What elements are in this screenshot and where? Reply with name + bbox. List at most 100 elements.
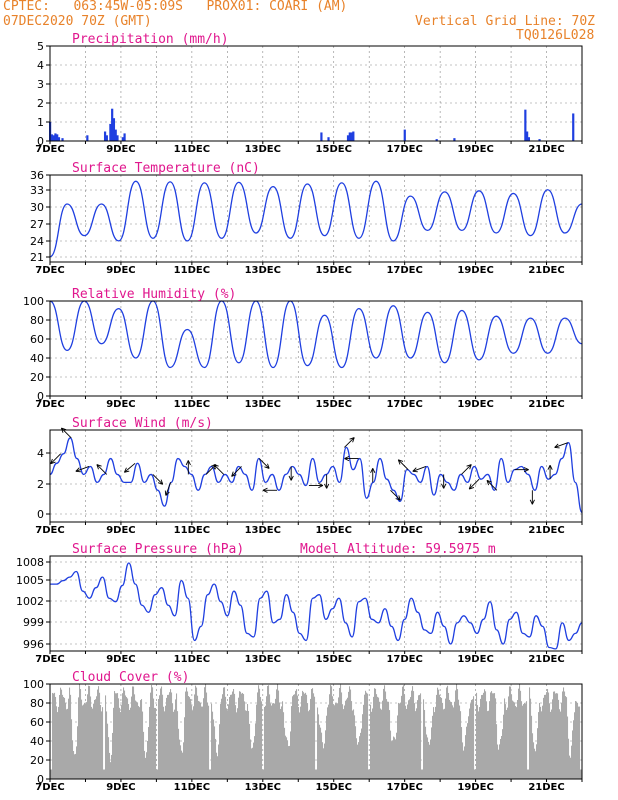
cloud-bar (107, 723, 109, 779)
cloud-bar (57, 712, 59, 779)
cloud-bar (296, 689, 298, 779)
wind-arrow-head (318, 482, 324, 486)
cloud-bar (385, 691, 387, 779)
y-tick-label: 0 (37, 390, 44, 403)
cloud-bar (94, 699, 96, 779)
cloud-bar (56, 706, 58, 779)
cloud-bar (131, 696, 133, 779)
cloud-bar (462, 742, 464, 779)
cloud-bar (316, 769, 318, 779)
cloud-bar (390, 730, 392, 779)
cloud-bar (463, 750, 465, 779)
cloud-bar (163, 706, 165, 779)
cloud-bar (497, 744, 499, 779)
wind-arrow-head (187, 460, 191, 466)
x-tick-label: 21DEC (528, 144, 564, 155)
cloud-bar (176, 693, 178, 779)
y-tick-label: 30 (30, 201, 44, 214)
wind-arrow-head (75, 470, 81, 473)
series-line (50, 562, 583, 650)
x-tick-label: 11DEC (174, 399, 210, 410)
cloud-bar (419, 694, 421, 779)
cloud-bar (464, 746, 466, 779)
wind-arrow (390, 489, 401, 501)
cloud-bar (334, 705, 336, 779)
cloud-bar (80, 689, 82, 779)
wind-arrow-head (547, 464, 551, 470)
y-tick-label: 4 (37, 447, 44, 460)
cloud-bar (318, 714, 320, 779)
x-tick-label: 21DEC (528, 525, 564, 536)
cloud-bar (355, 726, 357, 779)
cloud-bar (187, 691, 189, 779)
cloud-bar (209, 769, 211, 779)
cloud-bar (242, 692, 244, 779)
cloud-bar (128, 704, 130, 779)
cloud-bar (199, 701, 201, 779)
cloud-bar (218, 744, 220, 779)
cloud-bar (564, 691, 566, 779)
cloud-bar (82, 705, 84, 779)
wind-arrow (96, 464, 108, 475)
cloud-bar (502, 729, 504, 779)
cloud-bar (250, 739, 252, 779)
cloud-bar (444, 708, 446, 779)
cloud-bar (74, 754, 76, 779)
cloud-bar (264, 707, 266, 779)
cloud-bar (111, 754, 113, 779)
cloud-bar (375, 688, 377, 779)
wind-arrow-head (523, 467, 529, 471)
wind-arrow-head (288, 475, 292, 481)
cloud-bar (262, 769, 264, 779)
x-tick-label: 11DEC (174, 144, 210, 155)
x-tick-label: 15DEC (316, 782, 352, 793)
cloud-bar (343, 709, 345, 779)
cloud-bar (181, 750, 183, 779)
precip-bar (57, 137, 61, 141)
cloud-bar (294, 694, 296, 779)
y-tick-label: 2 (37, 478, 44, 491)
wind-arrow-head (61, 427, 67, 431)
cloud-bar (58, 706, 60, 779)
cloud-bar (193, 706, 195, 779)
x-tick-label: 7DEC (35, 399, 64, 410)
cloud-bar (145, 757, 147, 779)
cloud-bar (305, 692, 307, 779)
cloud-bar (510, 686, 512, 779)
cloud-bar (233, 688, 235, 779)
panel-title: Relative Humidity (%) (72, 287, 236, 302)
wind-arrow-head (160, 479, 164, 485)
cloud-bar (519, 684, 521, 779)
cloud-bar (178, 728, 180, 779)
cloud-bar (531, 715, 533, 779)
cloud-bar (213, 719, 215, 779)
cloud-bar (291, 706, 293, 779)
cloud-bar (526, 701, 528, 779)
cloud-bar (513, 701, 515, 779)
wind-arrow (258, 458, 270, 469)
cloud-bar (450, 701, 452, 779)
cloud-bar (253, 742, 255, 779)
precip-bar (121, 137, 124, 141)
cloud-bar (140, 700, 142, 779)
cloud-bar (102, 707, 104, 779)
cloud-bar (440, 696, 442, 779)
cloud-bar (364, 694, 366, 779)
cloud-bar (105, 695, 107, 779)
wind-arrow-head (412, 467, 417, 472)
y-tick-label: 999 (23, 616, 44, 629)
cloud-bar (112, 732, 114, 779)
cloud-bar (514, 702, 516, 779)
cloud-bar (424, 709, 426, 779)
wind-arrow-head (412, 470, 418, 473)
cloud-bar (130, 707, 132, 779)
cloud-bar (275, 698, 277, 779)
cloud-bar (406, 708, 408, 779)
x-tick-label: 13DEC (245, 265, 281, 276)
cloud-bar (172, 703, 174, 779)
cloud-bar (64, 697, 66, 779)
cloud-bar (214, 726, 216, 779)
x-tick-label: 17DEC (386, 399, 422, 410)
x-tick-label: 11DEC (174, 782, 210, 793)
x-tick-label: 13DEC (245, 525, 281, 536)
